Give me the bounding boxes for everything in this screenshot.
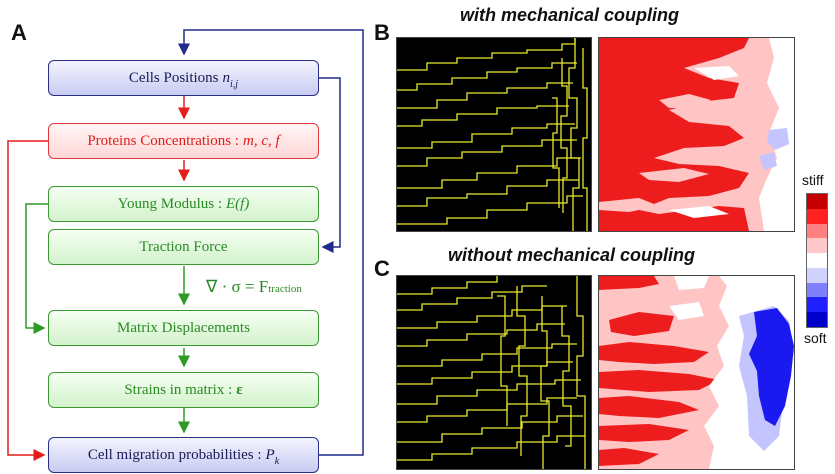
feedback-arrow [178,29,364,456]
legend-soft-label: soft [804,330,827,346]
matrix-displacements-label: Matrix Displacements [117,319,250,336]
panel-b-stiffness-map [598,37,795,232]
cell-traces-c-svg [397,276,586,469]
force-balance-equation: ∇ · σ = Ftraction [206,277,302,297]
proteins-label: Proteins Concentrations : [87,132,239,149]
matrix-displacements-box: Matrix Displacements [48,310,319,346]
panel-b-title: with mechanical coupling [460,5,680,25]
migration-symbol: P [265,446,275,463]
colorbar-swatch [807,208,827,224]
colorbar-swatch [807,267,827,283]
colorbar-swatch [807,253,827,268]
panel-label-c: C [374,256,390,281]
equation-main: ∇ · σ = F [206,277,269,296]
migration-subscript: k [274,455,280,467]
cells-positions-box: Cells Positions n i,j [48,60,319,96]
panel-c-stiffness-map [598,275,795,470]
equation-subscript: traction [268,283,302,295]
young-modulus-box: Young Modulus : E(f) [48,186,319,222]
young-modulus-label: Young Modulus : [117,195,222,212]
panel-label-b: B [374,20,390,45]
colorbar-swatch [807,223,827,239]
cells-positions-label: Cells Positions [128,69,219,86]
stiffness-map-c-svg [599,276,794,469]
strains-label: Strains in matrix : [124,381,233,398]
panel-c-title: without mechanical coupling [448,245,696,265]
colorbar-swatch [807,194,827,209]
colorbar-swatch [807,282,827,298]
young-modulus-symbol: E(f) [226,195,250,212]
cells-positions-subscript: i,j [230,78,239,90]
strains-box: Strains in matrix : ε [48,372,319,408]
cells-to-traction-arrow [319,77,341,253]
panel-b-cell-traces [396,37,592,232]
young-to-matrix-arrow [25,203,48,334]
legend-stiff-label: stiff [802,172,824,188]
stiffness-colorbar [806,193,828,328]
traction-force-label: Traction Force [139,238,228,255]
stiffness-map-b-svg [599,38,794,231]
colorbar-swatch [807,238,827,254]
strains-symbol: ε [236,381,243,398]
colorbar-swatch [807,312,827,328]
colorbar-swatch [807,297,827,313]
cells-positions-symbol: n [222,69,231,86]
proteins-to-migration-arrow [7,140,48,461]
traction-force-box: Traction Force [48,229,319,265]
proteins-concentrations-box: Proteins Concentrations : m, c, f [48,123,319,159]
proteins-symbols: m, c, f [242,132,280,149]
migration-label: Cell migration probabilities : [87,446,262,463]
cell-traces-b-svg [397,38,588,231]
panel-c-cell-traces [396,275,592,470]
panel-label-a: A [11,20,27,45]
